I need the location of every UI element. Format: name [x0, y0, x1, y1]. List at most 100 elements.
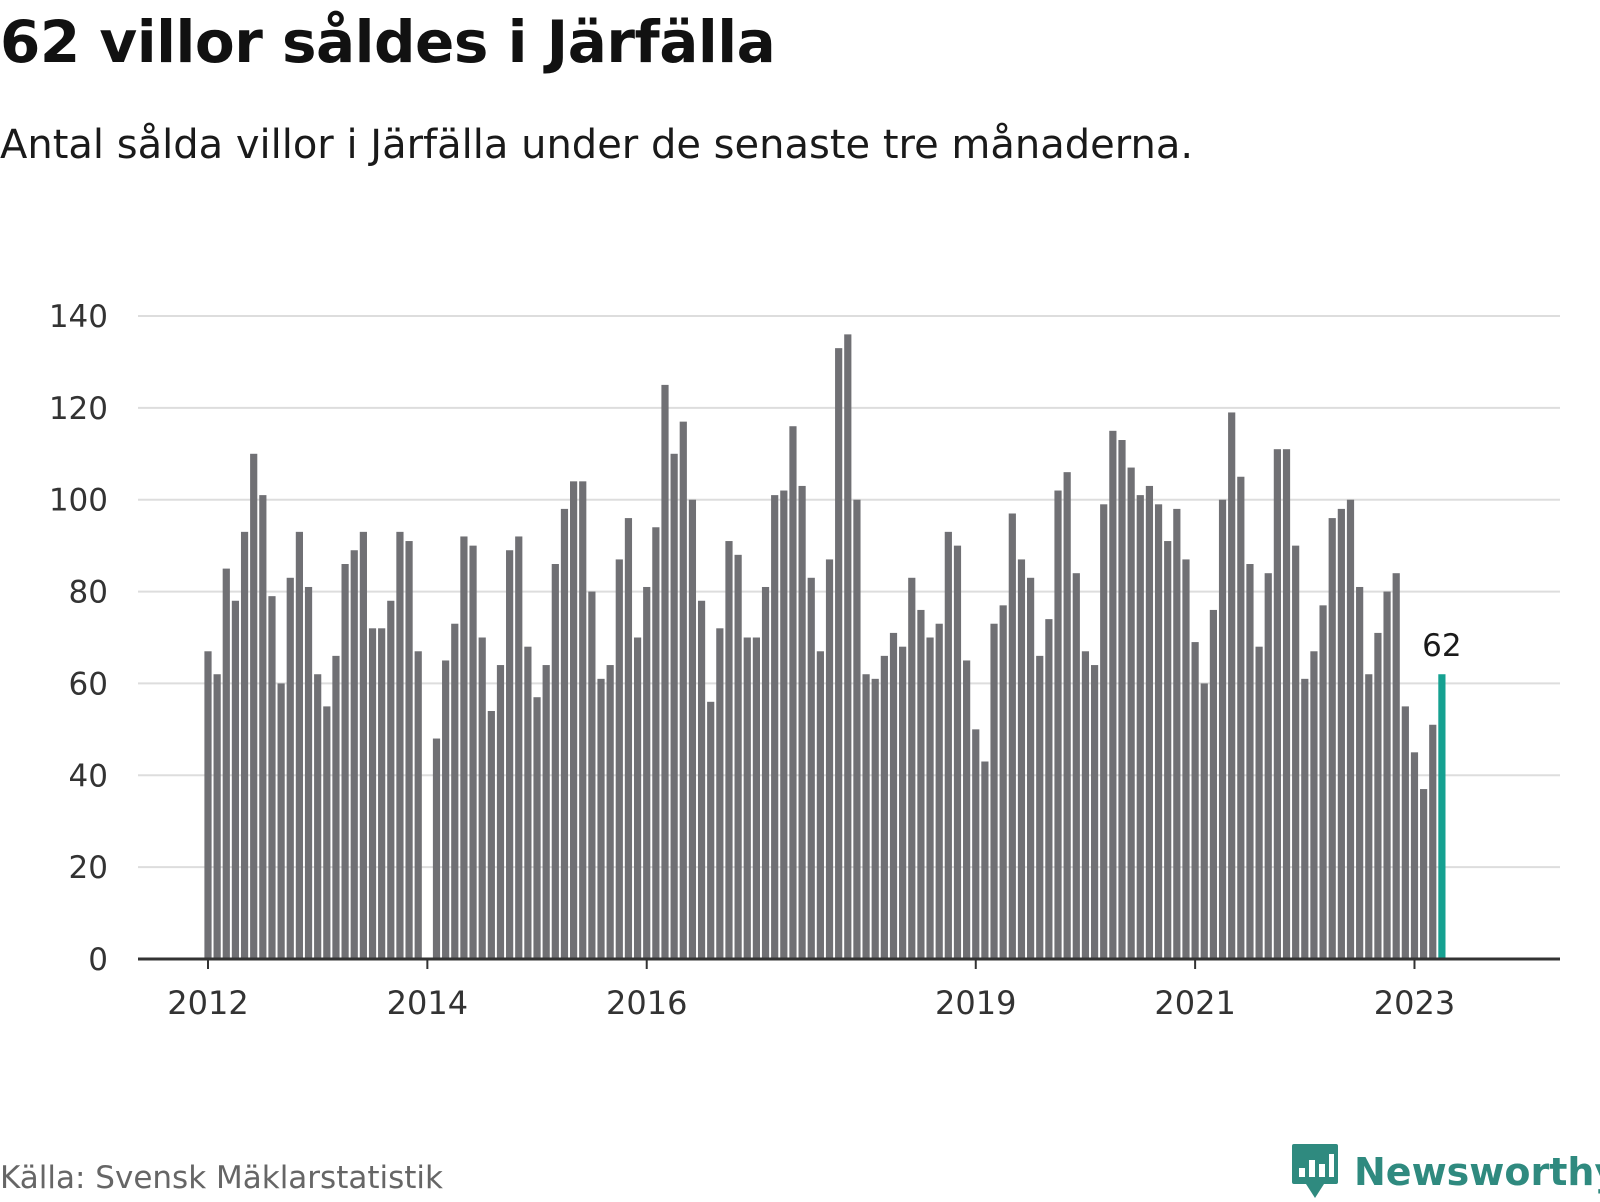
bar: [615, 559, 623, 959]
bar: [917, 609, 925, 959]
bar: [1154, 504, 1163, 959]
bar: [652, 527, 660, 959]
bar: [889, 632, 898, 959]
bar: [1410, 752, 1419, 959]
bar: [1374, 632, 1382, 959]
y-tick-label: 60: [69, 666, 108, 702]
bar: [835, 348, 843, 959]
bar: [871, 678, 879, 959]
bar: [1228, 412, 1236, 959]
bar: [570, 481, 578, 959]
bar: [1237, 476, 1245, 959]
bar: [1008, 513, 1016, 959]
bar: [524, 646, 532, 959]
y-tick-label: 100: [49, 483, 108, 519]
bar: [1054, 490, 1062, 959]
bar: [295, 531, 303, 959]
y-tick-label: 140: [49, 299, 108, 335]
bar: [953, 545, 962, 959]
bar: [368, 628, 377, 959]
bar: [908, 577, 916, 959]
chart-subtitle: Antal sålda villor i Järfälla under de s…: [0, 122, 1194, 168]
bar: [624, 518, 633, 959]
y-tick-label: 40: [69, 758, 108, 794]
bar: [277, 683, 285, 959]
bar: [496, 665, 505, 959]
bar: [286, 577, 294, 959]
bar: [222, 568, 230, 959]
bar: [825, 559, 834, 959]
bar: [643, 586, 651, 959]
bar: [542, 665, 550, 959]
bar: [1255, 646, 1263, 959]
bar: [588, 591, 596, 959]
bar: [1063, 472, 1071, 959]
bar: [469, 545, 477, 959]
bar: [396, 531, 404, 959]
brand-name: Newsworthy: [1354, 1150, 1600, 1194]
x-tick-label: 2016: [606, 984, 687, 1022]
x-tick-label: 2019: [935, 984, 1016, 1022]
bar: [204, 651, 212, 959]
bar: [515, 536, 523, 959]
bar: [551, 564, 559, 959]
bar: [387, 600, 395, 959]
bar: [661, 384, 669, 959]
bar: [798, 485, 806, 959]
bar: [506, 550, 514, 959]
bar: [1017, 559, 1026, 959]
x-tick-label: 2021: [1154, 984, 1235, 1022]
brand-logo: Newsworthy: [1290, 1142, 1600, 1202]
x-tick-label: 2012: [167, 984, 248, 1022]
x-tick-label: 2023: [1374, 984, 1455, 1022]
bar: [697, 600, 706, 959]
bar: [990, 623, 998, 959]
bar: [1292, 545, 1300, 959]
bar: [1429, 724, 1437, 959]
bar: [1301, 678, 1309, 959]
bar: [670, 453, 678, 959]
y-tick-label: 0: [88, 942, 108, 978]
bar: [332, 655, 340, 959]
bar: [350, 550, 358, 959]
bar: [1081, 651, 1090, 959]
bar: [899, 646, 907, 959]
bar-highlight: [1438, 674, 1446, 959]
bar: [1218, 499, 1227, 959]
value-labels: 62: [1422, 628, 1461, 664]
bar: [1090, 665, 1099, 959]
bar: [935, 623, 943, 959]
bar: [1182, 559, 1190, 959]
bar: [789, 426, 797, 960]
bar: [432, 738, 441, 959]
bar: [451, 623, 459, 959]
bar: [1310, 651, 1318, 959]
bar: [1328, 518, 1336, 959]
bar: [414, 651, 422, 959]
bar: [1365, 674, 1373, 959]
bar: [579, 481, 587, 959]
bar: [963, 660, 971, 959]
bar: [725, 541, 733, 959]
y-tick-label: 120: [49, 391, 108, 427]
bar: [597, 678, 605, 959]
bar: [1109, 430, 1117, 959]
bar: [213, 674, 221, 959]
bar: [716, 628, 724, 959]
bar: [1264, 573, 1272, 959]
chart-title: 62 villor såldes i Järfälla: [0, 8, 776, 76]
bar: [1191, 642, 1199, 959]
bar: [405, 541, 413, 959]
bar: [780, 490, 788, 959]
bar: [1118, 440, 1126, 959]
bar: [1346, 499, 1355, 959]
bar: [972, 729, 980, 959]
bar: [341, 564, 349, 959]
value-label-last: 62: [1422, 628, 1461, 664]
bar: [734, 554, 742, 959]
bar: [1127, 467, 1135, 959]
bar: [1337, 508, 1345, 959]
bar: [304, 586, 313, 959]
bar: [1282, 449, 1291, 959]
